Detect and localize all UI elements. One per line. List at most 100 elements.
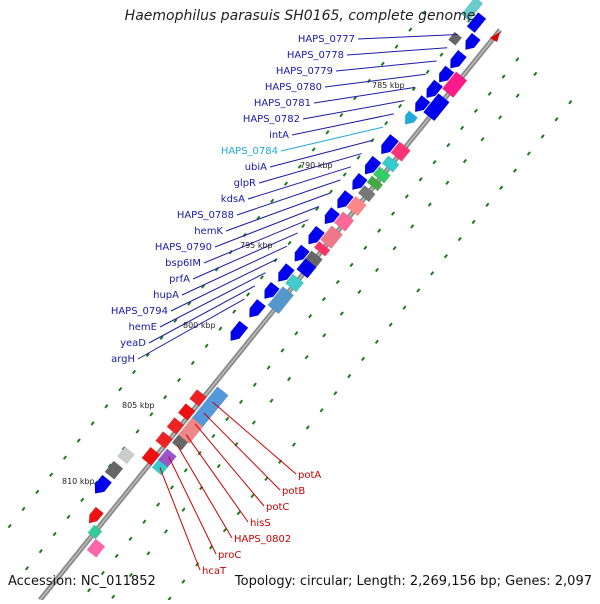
gene-label[interactable]: HAPS_0777 (298, 34, 355, 45)
gene-label[interactable]: HAPS_0779 (276, 66, 333, 77)
feature-block[interactable] (372, 166, 391, 184)
gene-label[interactable]: HAPS_0778 (287, 50, 344, 61)
tick-mark (270, 198, 275, 204)
tick-mark (114, 553, 119, 559)
feature-block[interactable] (171, 434, 189, 451)
label-leader (194, 423, 265, 507)
tick-mark (21, 506, 26, 512)
label-leader (236, 179, 341, 216)
label-leader (148, 285, 256, 344)
gene-label[interactable]: ubiA (245, 162, 267, 173)
gene-label[interactable]: intA (269, 130, 289, 141)
label-leader (159, 272, 266, 328)
reverse-cds-feature[interactable] (141, 446, 161, 466)
label-leader (159, 467, 201, 571)
feature-block[interactable] (357, 184, 376, 203)
tick-mark (427, 202, 432, 207)
forward-cds-feature[interactable] (249, 298, 267, 318)
gene-label[interactable]: HAPS_0784 (221, 146, 278, 157)
tick-mark (66, 514, 71, 520)
feature-block[interactable] (178, 417, 204, 444)
reverse-cds-feature[interactable] (155, 431, 173, 449)
tick-mark (439, 52, 444, 57)
reverse-cds-feature[interactable] (177, 403, 196, 421)
forward-cds-feature[interactable] (450, 49, 467, 69)
forward-cds-feature[interactable] (465, 32, 481, 51)
feature-block[interactable] (441, 71, 468, 98)
label-leaders (137, 34, 458, 571)
label-leader (335, 60, 437, 72)
reverse-cds-feature[interactable] (189, 389, 207, 407)
gene-label[interactable]: HAPS_0780 (265, 82, 322, 93)
label-leader (203, 219, 309, 264)
tick-mark (467, 18, 472, 23)
gene-labels[interactable]: HAPS_0777 HAPS_0778 HAPS_0779 HAPS_0780 HAPS… (111, 34, 355, 577)
gene-label[interactable]: prfA (169, 274, 190, 285)
gene-label[interactable]: argH (111, 354, 135, 365)
feature-block[interactable] (313, 240, 331, 257)
gene-label[interactable]: HAPS_0782 (243, 114, 300, 125)
forward-cds-feature[interactable] (381, 133, 400, 155)
gene-label[interactable]: hcaT (202, 566, 227, 577)
forward-cds-feature[interactable] (337, 189, 354, 209)
gene-label[interactable]: HAPS_0788 (177, 210, 234, 221)
feature-block[interactable] (117, 446, 135, 465)
forward-cds-feature[interactable] (414, 94, 431, 113)
feature-block[interactable] (86, 538, 106, 558)
gene-features[interactable] (86, 0, 487, 558)
feature-block[interactable] (333, 211, 355, 232)
tick-mark (408, 27, 413, 32)
gene-label[interactable]: yeaD (120, 338, 146, 349)
forward-cds-feature[interactable] (404, 110, 418, 125)
gene-label[interactable]: potC (266, 502, 289, 513)
label-leader (280, 126, 384, 152)
label-leader (170, 258, 277, 312)
gene-label[interactable]: hupA (153, 290, 179, 301)
feature-block[interactable] (346, 195, 367, 217)
forward-cds-feature[interactable] (364, 155, 382, 175)
gene-label[interactable]: glpR (234, 178, 256, 189)
feature-block[interactable] (390, 141, 411, 162)
tick-mark (443, 254, 448, 259)
reverse-cds-feature[interactable] (88, 506, 104, 524)
forward-cds-feature[interactable] (438, 65, 455, 83)
tick-mark (321, 296, 326, 302)
feature-block[interactable] (296, 258, 317, 279)
forward-cds-feature[interactable] (324, 206, 341, 225)
reverse-cds-feature[interactable] (166, 417, 185, 435)
feature-block[interactable] (267, 286, 295, 315)
gene-label[interactable]: HAPS_0790 (155, 242, 212, 253)
forward-cds-feature[interactable] (352, 172, 368, 191)
tick-mark (328, 189, 333, 194)
gene-label[interactable]: potB (282, 486, 305, 497)
feature-block[interactable] (381, 155, 400, 173)
gene-label[interactable]: hemE (128, 322, 157, 333)
tick-mark (404, 194, 409, 199)
forward-cds-feature[interactable] (278, 263, 295, 282)
gene-label[interactable]: HAPS_0794 (111, 306, 168, 317)
gene-label[interactable]: kdsA (221, 194, 245, 205)
feature-block[interactable] (366, 175, 384, 192)
gene-label[interactable]: bsp6IM (165, 258, 201, 269)
forward-cds-feature[interactable] (94, 474, 113, 494)
gene-label[interactable]: HAPS_0802 (234, 534, 291, 545)
feature-block[interactable] (423, 93, 450, 122)
forward-cds-feature[interactable] (264, 281, 280, 300)
feature-block[interactable] (104, 460, 124, 480)
forward-cds-feature[interactable] (308, 225, 326, 245)
feature-block[interactable] (448, 31, 463, 46)
forward-cds-feature[interactable] (426, 79, 444, 99)
gene-label[interactable]: proC (218, 550, 241, 561)
feature-block[interactable] (460, 0, 484, 21)
gene-label[interactable]: hemK (194, 226, 223, 237)
feature-block[interactable] (320, 225, 343, 249)
gene-label[interactable]: potA (298, 470, 321, 481)
gene-label[interactable]: hisS (250, 518, 271, 529)
forward-cds-feature[interactable] (230, 320, 249, 342)
gene-label[interactable]: HAPS_0781 (254, 98, 311, 109)
forward-cds-feature[interactable] (294, 244, 310, 262)
forward-cds-feature[interactable] (466, 12, 487, 34)
feature-block[interactable] (284, 273, 305, 293)
